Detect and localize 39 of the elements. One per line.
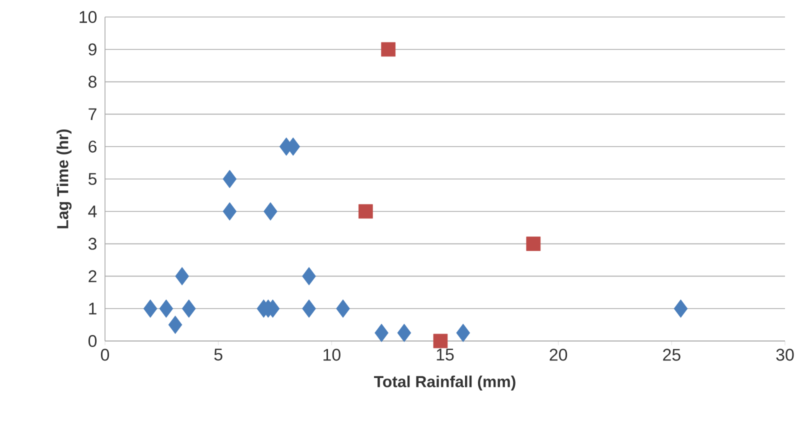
point [264,202,278,221]
y-axis-title: Lag Time (hr) [56,129,72,228]
x-axis-title: Total Rainfall (mm) [374,376,516,390]
x-tick-label: 25 [663,348,680,361]
point [302,267,316,286]
point [175,267,189,286]
point [433,334,448,348]
y-tick-label: 6 [88,140,96,153]
point [397,324,412,342]
point [222,170,237,188]
point [336,299,350,318]
y-tick-label: 10 [80,11,97,23]
point [456,324,470,342]
point [374,324,388,342]
y-tick-label: 5 [88,173,97,185]
point [168,316,182,334]
x-tick-label: 30 [776,348,794,361]
y-tick-label: 7 [88,108,96,120]
x-tick-label: 20 [550,348,568,361]
x-tick-label: 5 [214,348,222,361]
point [381,42,396,57]
y-tick-label: 1 [89,302,96,314]
point [143,299,158,318]
point [222,202,237,221]
y-tick-label: 8 [88,76,96,88]
point [302,299,316,318]
x-tick-label: 10 [324,348,340,361]
y-tick-label: 9 [88,43,96,56]
y-tick-label: 2 [88,270,96,282]
x-tick-label: 0 [100,348,110,361]
point [526,236,541,251]
x-tick-label: 15 [436,348,454,361]
point [159,299,174,318]
point [674,299,688,318]
y-tick-label: 4 [88,206,97,218]
y-tick-label: 3 [88,238,96,250]
point [182,299,196,318]
y-tick-label: 0 [88,335,97,347]
point [358,204,373,219]
